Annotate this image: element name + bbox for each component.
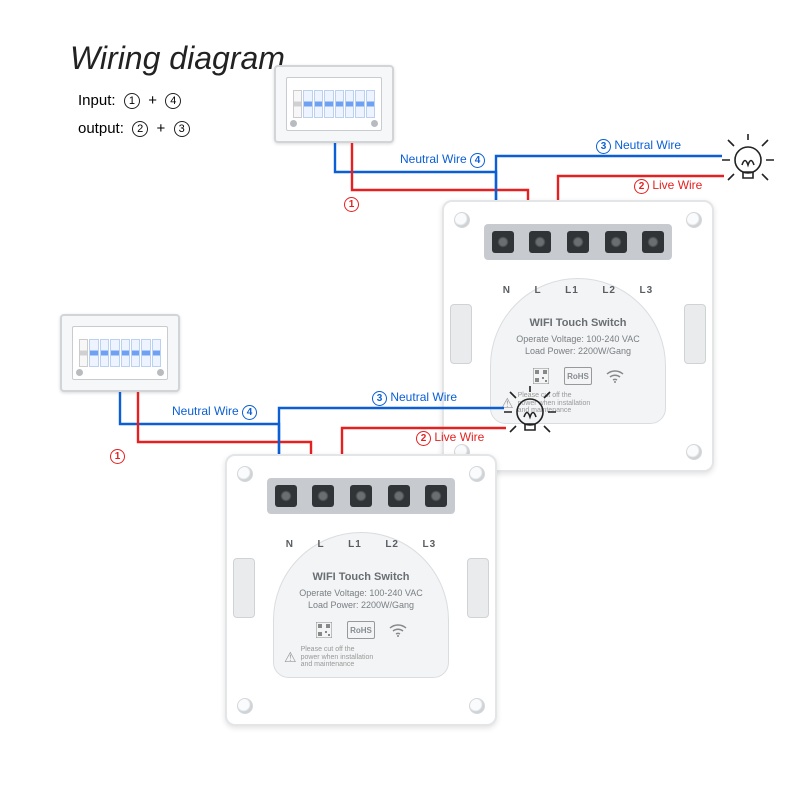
warning-icon-2: ⚠ — [284, 649, 297, 666]
breaker-box-2 — [60, 314, 180, 392]
switch-spec-voltage: Operate Voltage: 100-240 VAC — [503, 333, 653, 345]
qr-icon — [532, 367, 550, 385]
marker-1-bottom: 1 — [110, 446, 125, 464]
diagram-title: Wiring diagram — [70, 40, 285, 77]
label-neutral-3-bottom: 3 Neutral Wire — [372, 390, 457, 406]
label-live-2-top: 2 Live Wire — [634, 178, 702, 194]
term-l3-2: L3 — [423, 539, 437, 550]
marker-1-top: 1 — [344, 194, 359, 212]
term-l1: L1 — [565, 285, 579, 296]
warning-text-2: Please cut off thepower when installatio… — [301, 646, 374, 669]
term-n: N — [503, 285, 511, 296]
switch-brand-2: WIFI Touch Switch — [286, 571, 436, 583]
legend-plus-2: + — [152, 120, 169, 137]
wifi-icon — [606, 367, 624, 385]
label-neutral-4-top: Neutral Wire 4 — [400, 152, 485, 168]
legend-plus-1: + — [144, 92, 161, 109]
cert-rohs: RoHS — [564, 367, 592, 385]
light-bulb-icon-2 — [502, 386, 558, 447]
legend-circ-3: 3 — [174, 121, 190, 137]
term-l2-2: L2 — [385, 539, 399, 550]
legend-input: Input: 1 + 4 — [78, 92, 181, 109]
switch-spec-power: Load Power: 2200W/Gang — [503, 345, 653, 357]
legend-output: output: 2 + 3 — [78, 120, 190, 137]
legend-circ-4: 4 — [165, 93, 181, 109]
breaker-box-1 — [274, 65, 394, 143]
cert-rohs-2: RoHS — [347, 621, 375, 639]
legend-circ-1: 1 — [124, 93, 140, 109]
term-l-2: L — [318, 539, 325, 550]
legend-output-label: output: — [78, 120, 124, 137]
term-l3: L3 — [640, 285, 654, 296]
light-bulb-icon-1 — [720, 134, 776, 195]
switch-brand: WIFI Touch Switch — [503, 317, 653, 329]
label-live-2-bottom: 2 Live Wire — [416, 430, 484, 446]
wifi-icon-2 — [389, 621, 407, 639]
term-l2: L2 — [602, 285, 616, 296]
label-neutral-3-top: 3 Neutral Wire — [596, 138, 681, 154]
term-l: L — [535, 285, 542, 296]
legend-input-label: Input: — [78, 92, 116, 109]
switch-spec-power-2: Load Power: 2200W/Gang — [286, 599, 436, 611]
terminal-row — [484, 224, 672, 260]
wifi-switch-2: N L L1 L2 L3 WIFI Touch Switch Operate V… — [225, 454, 497, 726]
label-neutral-4-bottom: Neutral Wire 4 — [172, 404, 257, 420]
term-n-2: N — [286, 539, 294, 550]
term-l1-2: L1 — [348, 539, 362, 550]
legend-circ-2: 2 — [132, 121, 148, 137]
switch-spec-voltage-2: Operate Voltage: 100-240 VAC — [286, 587, 436, 599]
qr-icon-2 — [315, 621, 333, 639]
